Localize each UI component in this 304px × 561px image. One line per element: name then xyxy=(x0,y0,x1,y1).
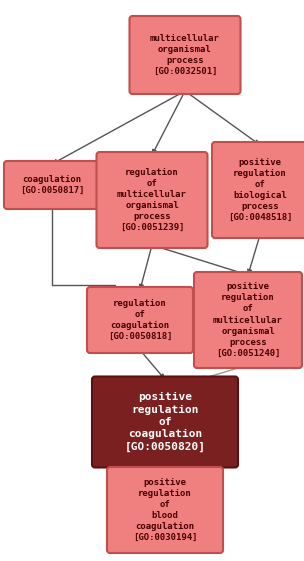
FancyBboxPatch shape xyxy=(130,16,240,94)
Text: regulation
of
coagulation
[GO:0050818]: regulation of coagulation [GO:0050818] xyxy=(108,299,172,341)
Text: positive
regulation
of
biological
process
[GO:0048518]: positive regulation of biological proces… xyxy=(228,158,292,222)
FancyBboxPatch shape xyxy=(92,376,238,467)
FancyBboxPatch shape xyxy=(107,467,223,553)
Text: positive
regulation
of
coagulation
[GO:0050820]: positive regulation of coagulation [GO:0… xyxy=(125,392,206,452)
Text: positive
regulation
of
blood
coagulation
[GO:0030194]: positive regulation of blood coagulation… xyxy=(133,478,197,542)
FancyBboxPatch shape xyxy=(87,287,193,353)
Text: positive
regulation
of
multicellular
organismal
process
[GO:0051240]: positive regulation of multicellular org… xyxy=(213,282,283,358)
FancyBboxPatch shape xyxy=(212,142,304,238)
FancyBboxPatch shape xyxy=(194,272,302,368)
FancyBboxPatch shape xyxy=(96,152,208,248)
FancyBboxPatch shape xyxy=(4,161,100,209)
Text: coagulation
[GO:0050817]: coagulation [GO:0050817] xyxy=(20,175,84,195)
Text: regulation
of
multicellular
organismal
process
[GO:0051239]: regulation of multicellular organismal p… xyxy=(117,168,187,232)
Text: multicellular
organismal
process
[GO:0032501]: multicellular organismal process [GO:003… xyxy=(150,34,220,76)
